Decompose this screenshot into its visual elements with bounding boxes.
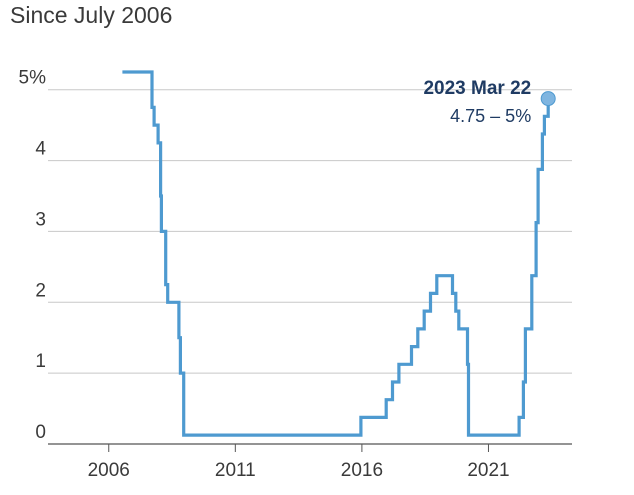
- y-tick-label-3: 3: [35, 209, 46, 230]
- x-tick-label-0: 2006: [88, 460, 130, 481]
- chart-subtitle: Since July 2006: [10, 2, 173, 28]
- series-line-0: [122, 70, 550, 437]
- x-tick-label-3: 2021: [467, 460, 509, 481]
- y-tick-label-0: 0: [35, 422, 46, 443]
- annotation-value: 4.75 – 5%: [450, 106, 531, 126]
- x-tick-labels: 2006 2011 2016 2021: [88, 444, 510, 481]
- series-group: [122, 70, 550, 437]
- y-tick-label-4: 4: [35, 139, 46, 160]
- y-tick-labels: 0 1 2 3 4 5%: [19, 68, 47, 443]
- annotation-marker: [540, 91, 556, 107]
- y-tick-label-5: 5%: [19, 68, 47, 89]
- gridlines: [48, 89, 572, 445]
- y-tick-label-1: 1: [35, 351, 46, 372]
- x-tick-label-2: 2016: [341, 460, 383, 481]
- y-tick-label-2: 2: [35, 280, 46, 301]
- annotation-group: 2023 Mar 22 4.75 – 5%: [423, 78, 556, 126]
- x-tick-label-1: 2011: [215, 460, 256, 481]
- annotation-date: 2023 Mar 22: [423, 78, 531, 99]
